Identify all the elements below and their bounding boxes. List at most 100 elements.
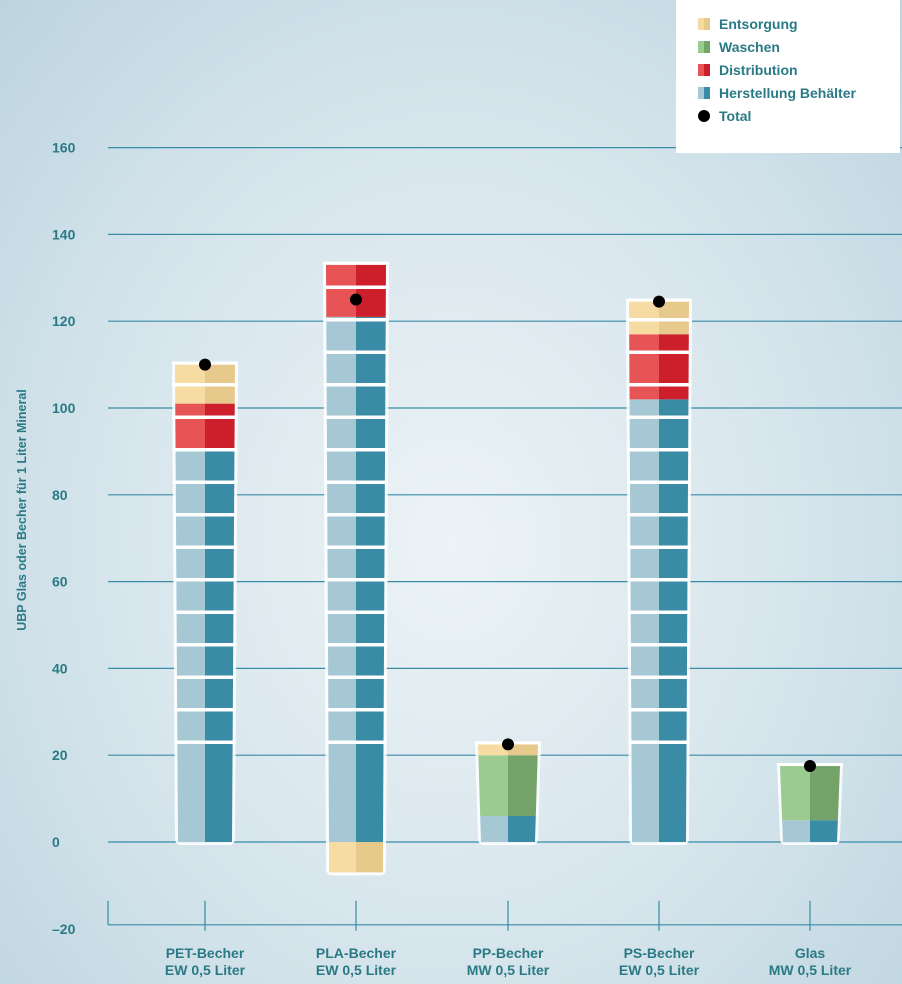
x-tick-label: PLA-Becher [316,945,397,961]
segment-waschen-dark [508,755,538,816]
segment-herstellung-beh-lter-dark [810,820,838,842]
y-tick-label: 100 [52,400,76,416]
cup-rim [323,350,389,354]
cup-rim [323,285,389,289]
cup-3 [475,741,541,845]
segment-waschen-light [478,755,508,816]
y-tick-label: 20 [52,747,68,763]
cup-rim [628,708,690,712]
segment-herstellung-beh-lter-light [175,451,205,842]
x-tick-label: MW 0,5 Liter [769,962,852,978]
cup-rim [626,448,692,452]
y-axis-title: UBP Glas oder Becher für 1 Liter Mineral [15,389,29,631]
cup-bars [172,261,843,876]
legend-item-waschen: Waschen [698,37,780,57]
cup-rim [627,610,691,614]
cup-rim [626,415,692,419]
y-tick-label: 80 [52,487,68,503]
legend-label-total: Total [719,108,752,124]
y-tick-labels: 160 140 120 100 80 60 40 20 0 –20 [52,140,76,937]
cup-rim [173,643,237,647]
cup-rim [173,675,237,679]
segment-entsorgung-light [478,744,508,756]
legend-item-distribution: Distribution [698,60,798,80]
cup-rim [627,480,691,484]
cup-rim [325,740,387,744]
total-dot [350,293,362,306]
x-tick-label: PP-Becher [473,945,544,961]
cup-rim [173,610,237,614]
segment-entsorgung-dark [356,842,383,873]
total-markers [199,293,816,773]
cup-rim [627,578,691,582]
y-tick-label: 160 [52,140,76,156]
x-tick-label: MW 0,5 Liter [467,962,550,978]
legend-swatch-distribution [698,64,710,76]
y-tick-label: 140 [52,226,76,242]
total-dot [804,760,816,773]
cup-rim [173,545,237,549]
legend-label-distribution: Distribution [719,62,798,78]
segment-entsorgung-dark [659,301,689,335]
cup-4 [626,298,692,845]
segment-entsorgung-light [329,842,356,873]
cup-rim [324,610,388,614]
segment-herstellung-beh-lter-dark [508,815,536,842]
legend-label-entsorgung: Entsorgung [719,16,798,32]
legend-swatch-herstellung [698,87,710,99]
x-tick-label: EW 0,5 Liter [619,962,700,978]
segment-distribution-light [326,264,356,317]
x-tick-label: EW 0,5 Liter [316,962,397,978]
cup-5 [777,763,843,845]
cup-rim [324,513,388,517]
y-tick-label: –20 [52,921,76,937]
cup-rim [323,383,389,387]
cup-rim [325,675,387,679]
cup-rim [172,415,238,419]
cup-1 [172,361,238,845]
cup-rim [628,675,690,679]
segment-entsorgung-dark [508,744,538,756]
segment-herstellung-beh-lter-light [782,820,810,842]
legend-item-herstellung: Herstellung Behälter [698,83,856,103]
cup-rim [627,513,691,517]
cup-rim [325,708,387,712]
cup-rim [627,545,691,549]
segment-distribution-dark [356,264,386,317]
x-tick-label: PS-Becher [624,945,695,961]
cup-rim [323,318,389,322]
cup-rim [174,708,236,712]
segment-waschen-light [780,766,810,821]
legend-label-herstellung: Herstellung Behälter [719,85,856,101]
segment-herstellung-beh-lter-dark [659,399,689,842]
cup-rim [324,643,388,647]
segment-distribution-dark [659,334,689,400]
y-tick-label: 60 [52,574,68,590]
x-tick-label: EW 0,5 Liter [165,962,246,978]
legend-swatch-waschen [698,41,710,53]
segment-herstellung-beh-lter-light [480,815,508,842]
y-tick-label: 0 [52,834,60,850]
segment-entsorgung-light [629,301,659,335]
segment-waschen-dark [810,766,840,821]
cup-top-rim [323,261,389,265]
legend-dot-total [698,110,710,122]
total-dot [199,358,211,371]
y-tick-label: 120 [52,313,76,329]
cup-rim [626,383,692,387]
cup-rim [172,480,238,484]
cup-rim [324,480,388,484]
y-tick-label: 40 [52,660,68,676]
cup-rim [172,448,238,452]
cup-rim [174,740,236,744]
legend-swatch-entsorgung [698,18,710,30]
total-dot [502,738,514,751]
legend-item-total: Total [698,106,751,126]
segment-herstellung-beh-lter-dark [205,451,235,842]
segment-distribution-dark [205,403,235,452]
legend-item-entsorgung: Entsorgung [698,14,798,34]
cup-rim [323,415,389,419]
cup-rim [172,383,238,387]
